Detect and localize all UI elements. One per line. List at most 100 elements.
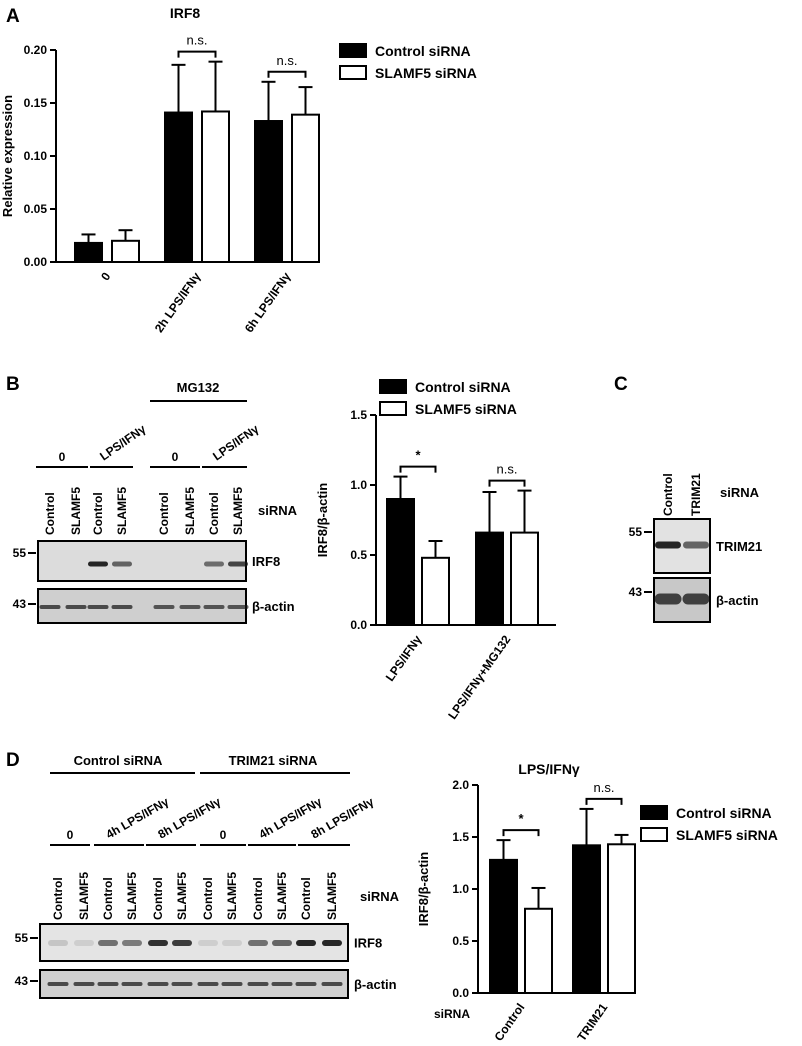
y-axis-label: IRF8/β-actin <box>416 852 431 926</box>
molecular-weight-marker: 43 <box>13 597 27 611</box>
y-tick-label: 0.20 <box>24 43 48 57</box>
band-label: IRF8 <box>252 554 280 569</box>
protein-band <box>203 605 225 609</box>
significance-label: n.s. <box>187 33 208 48</box>
chart-d-irf8-actin-trim21: 0.0 0.5 1.0 1.5 2.0 IRF8/β-actin LPS/IFNγ Contr… <box>416 761 778 1044</box>
lane-label: Control <box>43 492 57 535</box>
panel-letter-c: C <box>614 374 628 395</box>
x-category-label: 2h LPS/IFNγ <box>152 269 204 335</box>
legend-swatch <box>339 65 367 80</box>
protein-band <box>112 561 132 567</box>
protein-band <box>147 982 169 986</box>
protein-band <box>682 593 710 605</box>
lane-label: SLAMF5 <box>125 872 139 920</box>
significance-bracket <box>502 829 540 837</box>
bar-control-sirna <box>164 111 193 264</box>
significance-bracket <box>177 50 217 58</box>
chart-title: LPS/IFNγ <box>518 761 580 777</box>
protein-band <box>122 940 142 946</box>
bar-control-sirna <box>489 858 518 994</box>
protein-band <box>48 940 68 946</box>
protein-band <box>47 982 69 986</box>
y-tick-label: 1.0 <box>452 882 469 896</box>
protein-band <box>97 982 119 986</box>
legend-label: Control siRNA <box>676 805 772 821</box>
protein-band <box>272 940 292 946</box>
condition-header: TRIM21 siRNA <box>229 753 318 768</box>
x-category-label: Control <box>492 1001 528 1044</box>
protein-band <box>204 561 224 567</box>
y-tick-label: 0.5 <box>350 548 367 562</box>
protein-band <box>322 940 342 946</box>
lane-label: Control <box>51 877 65 920</box>
lane-label: SLAMF5 <box>175 872 189 920</box>
protein-band <box>111 605 133 609</box>
chart-b-irf8-actin-mg132: 0.0 0.5 1.0 1.5 IRF8/β-actin LPS/IFNγ LPS/IFNγ… <box>315 379 556 722</box>
protein-band <box>248 940 268 946</box>
x-category-label: 6h LPS/IFNγ <box>242 269 294 335</box>
chart-a-irf8-expression: 0.00 0.05 0.10 0.15 0.20 Relative expression I… <box>0 5 477 335</box>
y-axis-label: Relative expression <box>0 95 15 217</box>
western-blot-b: 0 LPS/IFNγ 0 LPS/IFNγ MG132 Control SLAMF5 Cont… <box>13 380 298 624</box>
y-tick-label: 0.15 <box>24 96 48 110</box>
band-label: TRIM21 <box>716 539 762 554</box>
band-label: β-actin <box>354 977 397 992</box>
panel-letter-d: D <box>6 750 20 771</box>
y-tick-label: 0.0 <box>350 618 367 632</box>
bar-slamf5-sirna <box>524 907 553 995</box>
protein-band <box>321 982 343 986</box>
protein-band <box>172 940 192 946</box>
significance-bracket <box>585 797 623 805</box>
molecular-weight-marker: 55 <box>629 525 643 539</box>
lane-label: Control <box>101 877 115 920</box>
protein-band <box>171 982 193 986</box>
significance-label: n.s. <box>277 53 298 68</box>
bar-slamf5-sirna <box>510 531 539 626</box>
treatment-header: MG132 <box>177 380 220 395</box>
bar-control-sirna <box>254 120 283 263</box>
y-tick-label: 0.00 <box>24 255 48 269</box>
lane-label: SLAMF5 <box>225 872 239 920</box>
protein-band <box>654 593 682 605</box>
lane-label: SLAMF5 <box>183 487 197 535</box>
blot-membrane <box>37 540 247 582</box>
lane-label: TRIM21 <box>689 473 703 516</box>
significance-label: n.s. <box>594 780 615 795</box>
y-tick-label: 0.5 <box>452 934 469 948</box>
lane-group-label: 0 <box>220 828 227 842</box>
protein-band <box>148 940 168 946</box>
protein-band <box>153 605 175 609</box>
lane-label: Control <box>151 877 165 920</box>
lane-label: SLAMF5 <box>325 872 339 920</box>
protein-band <box>197 982 219 986</box>
legend-label: Control siRNA <box>375 43 471 59</box>
protein-band <box>228 561 248 567</box>
lane-label: Control <box>207 492 221 535</box>
lane-label: Control <box>201 877 215 920</box>
legend-swatch <box>379 401 407 416</box>
significance-label: * <box>415 448 421 463</box>
legend-label: SLAMF5 siRNA <box>676 827 778 843</box>
bar-slamf5-sirna <box>291 113 320 263</box>
molecular-weight-marker: 43 <box>15 974 29 988</box>
y-tick-label: 1.5 <box>350 408 367 422</box>
legend-label: SLAMF5 siRNA <box>415 401 517 417</box>
panel-letter-b: B <box>6 374 20 395</box>
bar-control-sirna <box>572 844 601 994</box>
y-tick-label: 2.0 <box>452 778 469 792</box>
protein-band <box>271 982 293 986</box>
y-axis-label: IRF8/β-actin <box>315 483 330 557</box>
legend-swatch <box>339 43 367 58</box>
band-label: β-actin <box>252 599 295 614</box>
protein-band <box>87 605 109 609</box>
lane-label: SLAMF5 <box>115 487 129 535</box>
molecular-weight-marker: 55 <box>13 546 27 560</box>
legend-swatch <box>640 827 668 842</box>
lane-label: SLAMF5 <box>77 872 91 920</box>
protein-band <box>74 940 94 946</box>
western-blot-c: Control TRIM21 siRNA 55 TRIM21 43 β-actin <box>629 473 762 623</box>
protein-band <box>39 605 61 609</box>
lane-label: Control <box>299 877 313 920</box>
bar-slamf5-sirna <box>421 556 450 626</box>
